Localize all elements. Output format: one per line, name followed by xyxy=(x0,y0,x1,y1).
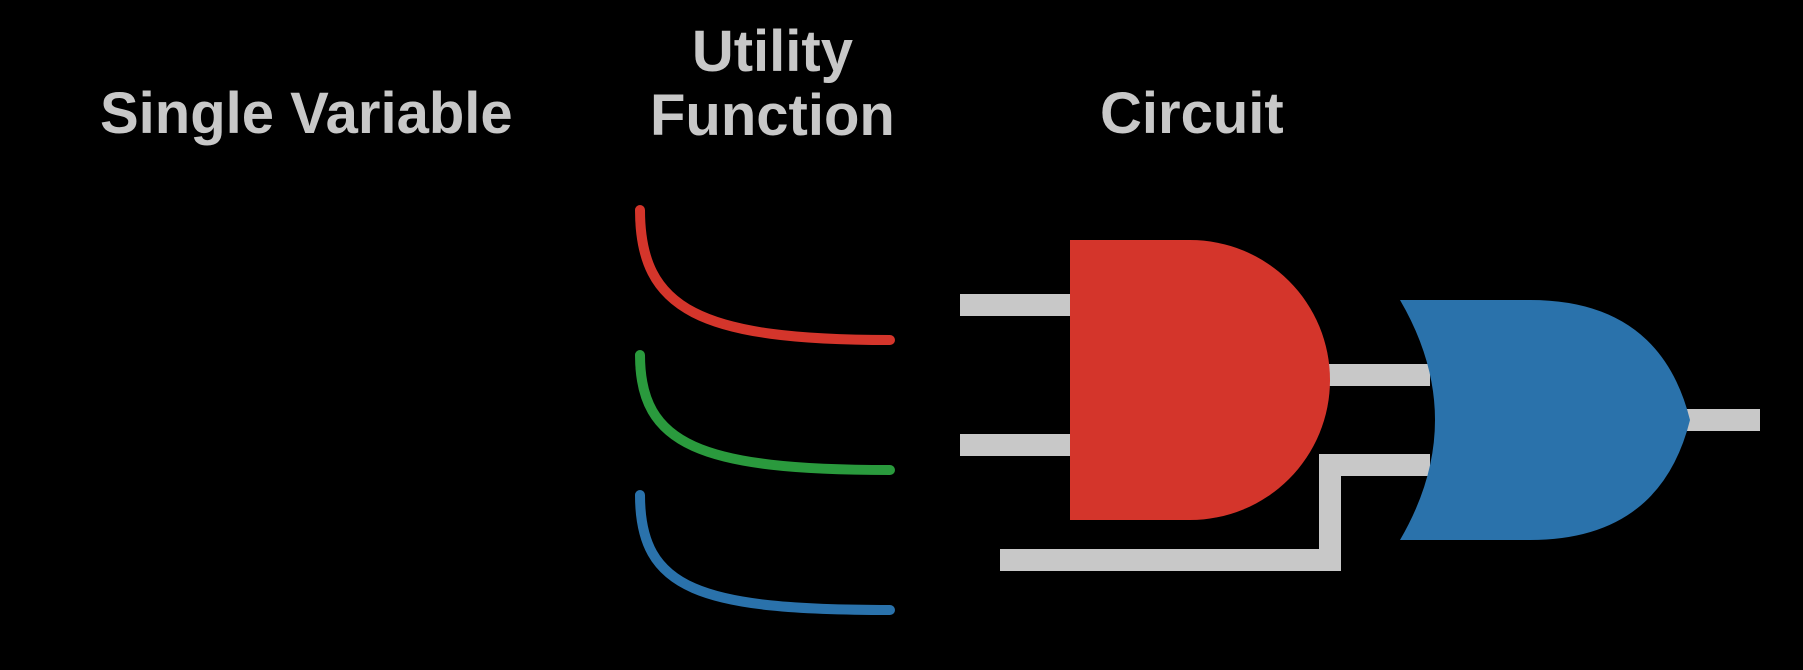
curve-blue xyxy=(640,495,890,610)
and-gate-icon xyxy=(1070,240,1330,520)
circuit-gates xyxy=(1070,240,1690,540)
curve-green xyxy=(640,355,890,470)
diagram-svg xyxy=(0,0,1803,670)
utility-curves xyxy=(640,210,890,610)
curve-red xyxy=(640,210,890,340)
diagram-stage: Single Variable Utility Function Circuit xyxy=(0,0,1803,670)
or-gate-icon xyxy=(1400,300,1690,540)
